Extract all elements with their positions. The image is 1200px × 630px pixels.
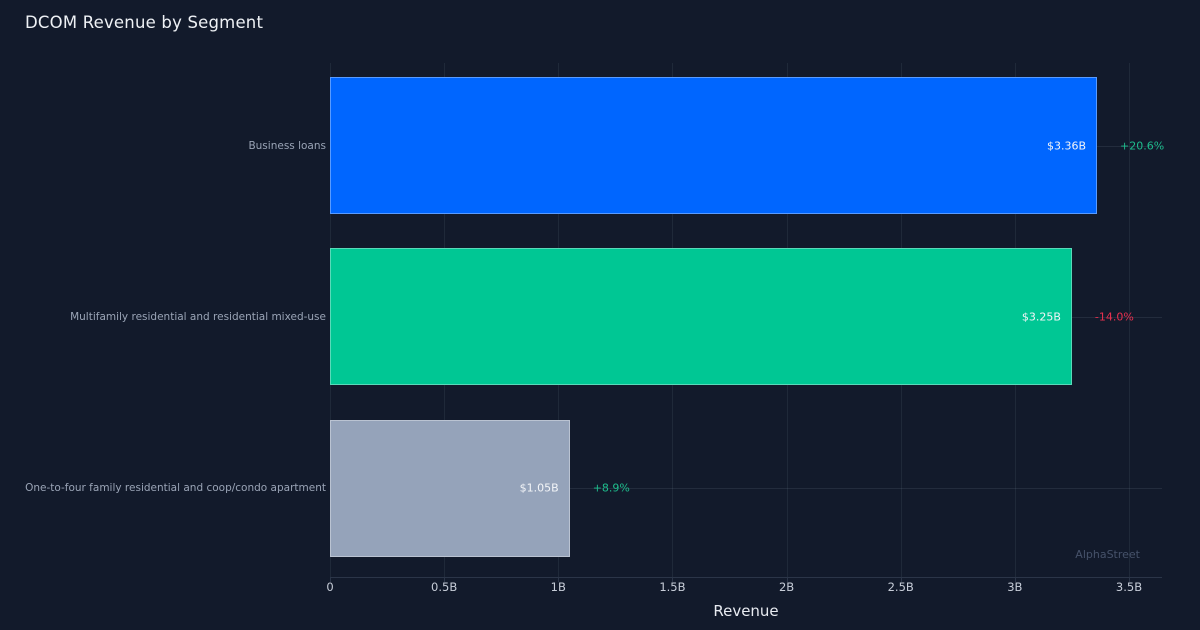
x-tick-label: 2.5B — [887, 580, 914, 594]
x-axis-tick — [558, 577, 560, 582]
x-tick-label: 1.5B — [659, 580, 686, 594]
x-tick-label: 1B — [550, 580, 566, 594]
bar-value-label: $3.25B — [1021, 310, 1061, 324]
x-tick-label: 2B — [778, 580, 795, 594]
x-axis-tick — [330, 577, 331, 582]
x-tick-label: 3.5B — [1115, 580, 1143, 594]
y-axis-label: Business loans — [248, 139, 326, 152]
bar-change-label: -14.0% — [1094, 310, 1134, 324]
x-tick-label: 0.5B — [431, 580, 458, 594]
gridline — [1129, 63, 1130, 577]
x-tick-label: 0 — [326, 580, 334, 594]
bar-change-label: +20.6% — [1120, 139, 1165, 152]
bar-rows: Business loans $3.36B +20.6% Multifamily re… — [25, 63, 1165, 577]
x-axis-title: Revenue — [713, 602, 779, 620]
row-guide-line — [330, 488, 1162, 490]
bar-value-label: $1.05B — [519, 481, 559, 495]
bar-row: One-to-four family residential and coop/… — [25, 406, 1162, 577]
watermark: AlphaStreet — [1075, 548, 1140, 561]
plot-area: Business loans $3.36B +20.6% Multifamily re… — [25, 63, 1165, 577]
x-axis-line — [330, 577, 1162, 578]
x-axis-tick — [786, 577, 788, 582]
x-axis-tick — [900, 577, 902, 582]
bar-row: Multifamily residential and residential … — [70, 234, 1162, 405]
x-axis-tick — [444, 577, 446, 582]
y-axis-label: Multifamily residential and residential … — [70, 310, 326, 323]
bar-change-label: +8.9% — [592, 481, 630, 495]
bar: $3.25B — [330, 248, 1072, 386]
x-tick-label: 3B — [1007, 580, 1023, 594]
x-axis-tick — [672, 577, 674, 582]
bar: $3.36B — [330, 77, 1098, 214]
bar: $1.05B — [330, 419, 570, 557]
x-axis-tick — [1014, 577, 1016, 582]
bar-value-label: $3.36B — [1046, 139, 1087, 152]
bar-row: Business loans $3.36B +20.6% — [248, 63, 1165, 234]
x-axis-tick — [1129, 577, 1130, 582]
chart-title: DCOM Revenue by Segment — [25, 13, 264, 32]
y-axis-label: One-to-four family residential and coop/… — [25, 482, 326, 495]
